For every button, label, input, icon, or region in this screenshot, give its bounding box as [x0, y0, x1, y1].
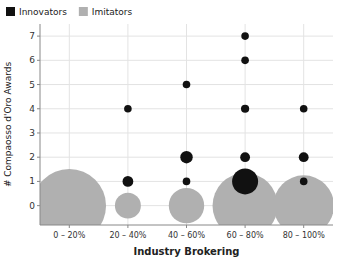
bubble — [241, 57, 249, 65]
y-tick-label: 1 — [29, 176, 35, 186]
series — [123, 32, 309, 194]
y-tick — [37, 108, 40, 109]
y-tick — [37, 157, 40, 158]
bubble — [123, 176, 134, 187]
y-tick-label: 0 — [29, 201, 35, 211]
bubble — [299, 152, 309, 162]
bubble — [180, 151, 192, 163]
y-tick-label: 2 — [29, 152, 35, 162]
bubble — [273, 175, 333, 225]
bubble — [183, 178, 191, 186]
legend-label: Innovators — [19, 7, 67, 17]
y-tick — [37, 60, 40, 61]
bubble — [124, 105, 132, 113]
x-tick — [303, 225, 304, 228]
x-tick — [127, 225, 128, 228]
x-tick-label: 60 – 80% — [227, 231, 264, 240]
bubble — [300, 105, 308, 113]
x-tick-label: 40 – 60% — [168, 231, 205, 240]
x-tick — [69, 225, 70, 228]
y-tick — [37, 132, 40, 133]
y-tick — [37, 84, 40, 85]
y-tick-label: 7 — [29, 31, 35, 41]
y-tick-label: 6 — [29, 55, 35, 65]
x-tick — [186, 225, 187, 228]
y-tick — [37, 36, 40, 37]
y-tick-label: 4 — [29, 104, 35, 114]
x-axis-label: Industry Brokering — [133, 246, 239, 257]
chart: 0 1 2 3 4 5 6 7 0 – 20% 20 – 40% 40 – 60% 60 – 80% 8… — [0, 0, 341, 261]
bubble — [240, 152, 250, 162]
bubble — [40, 169, 106, 225]
y-tick — [37, 181, 40, 182]
ticks: 0 1 2 3 4 5 6 7 0 – 20% 20 – 40% 40 – 60% 60 – 80% 8… — [29, 31, 325, 240]
series — [40, 169, 333, 225]
legend-label: Imitators — [92, 7, 133, 17]
bubble — [183, 81, 191, 89]
legend-swatch — [6, 7, 15, 16]
legend: Innovators Imitators — [6, 7, 133, 17]
bubble — [169, 188, 204, 223]
y-tick-label: 5 — [29, 80, 35, 90]
bubble — [241, 32, 249, 40]
bubble — [300, 178, 308, 186]
bubble — [115, 193, 141, 219]
x-tick-label: 80 – 100% — [283, 231, 326, 240]
x-tick-label: 0 – 20% — [53, 231, 85, 240]
y-tick — [37, 205, 40, 206]
y-axis-label: # Compaosso d'Oro Awards — [3, 62, 13, 188]
x-tick-label: 20 – 40% — [109, 231, 146, 240]
bubble — [241, 105, 249, 113]
bubble — [232, 168, 258, 194]
y-axis-line — [40, 24, 41, 225]
x-tick — [245, 225, 246, 228]
marks — [40, 32, 333, 225]
legend-swatch — [79, 7, 88, 16]
y-tick-label: 3 — [29, 128, 35, 138]
